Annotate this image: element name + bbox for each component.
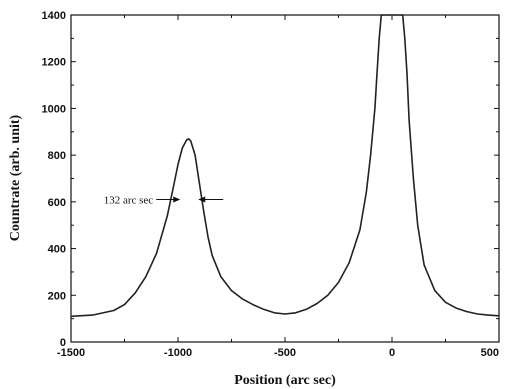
- data-point: [434, 290, 436, 292]
- data-point: [295, 312, 297, 314]
- data-point: [401, 14, 403, 16]
- data-point: [348, 262, 350, 264]
- data-point: [166, 215, 168, 217]
- data-point: [406, 72, 408, 74]
- data-point: [156, 252, 158, 254]
- data-point: [402, 14, 404, 16]
- data-point: [177, 163, 179, 166]
- data-point: [374, 107, 376, 109]
- x-axis-label: Position (arc sec): [234, 373, 336, 388]
- y-tick-label: 200: [48, 290, 66, 302]
- x-tick-label: -500: [274, 347, 296, 359]
- y-tick-label: 1000: [42, 103, 66, 115]
- data-point: [327, 294, 329, 296]
- x-tick-labels: -1500 -1000 -500 0 500: [57, 347, 499, 359]
- data-point: [284, 313, 286, 315]
- data-point: [423, 264, 425, 266]
- x-tick-label: -1000: [164, 347, 192, 359]
- data-point: [400, 14, 402, 16]
- data-point: [273, 312, 275, 314]
- data-point: [376, 72, 378, 74]
- data-point: [498, 315, 500, 317]
- data-point: [444, 301, 447, 303]
- data-point: [380, 14, 382, 16]
- data-point: [203, 210, 205, 212]
- data-point: [173, 184, 175, 187]
- data-point: [145, 276, 147, 278]
- data-point: [381, 14, 383, 16]
- data-point: [230, 290, 233, 292]
- data-point: [211, 255, 213, 257]
- axis-ticks: [70, 14, 500, 343]
- data-point: [194, 154, 196, 156]
- data-point: [408, 119, 410, 121]
- data-point: [417, 224, 419, 226]
- data-point: [359, 229, 361, 231]
- y-axis-label: Countrate (arb. unit): [8, 114, 23, 241]
- data-point: [305, 308, 307, 310]
- x-tick-label: -1500: [57, 347, 85, 359]
- y-tick-labels: 0 200 400 600 800 1000 1200 1400: [42, 10, 66, 349]
- data-point: [207, 236, 209, 238]
- data-point: [466, 311, 468, 313]
- data-point: [378, 37, 380, 40]
- fwhm-annotation: 132 arc sec: [104, 195, 154, 207]
- data-point: [316, 302, 318, 305]
- x-tick-label: 0: [389, 347, 395, 359]
- data-point: [412, 177, 414, 180]
- data-point: [220, 276, 222, 278]
- y-tick-label: 600: [48, 197, 66, 209]
- data-point: [113, 309, 115, 312]
- data-point: [382, 14, 384, 16]
- annotation-layer: 132 arc sec: [104, 195, 224, 207]
- y-tick-label: 0: [60, 337, 66, 349]
- data-point: [91, 314, 93, 316]
- data-point: [252, 304, 254, 306]
- data-point: [188, 138, 190, 140]
- y-tick-label: 400: [48, 244, 66, 256]
- data-point: [181, 147, 183, 149]
- data-point: [241, 298, 243, 300]
- data-point: [337, 281, 340, 283]
- data-point: [186, 139, 188, 141]
- data-point: [198, 182, 200, 184]
- series-line-0: [70, 14, 500, 318]
- data-point: [365, 191, 367, 194]
- data-point: [455, 307, 457, 309]
- x-tick-label: 500: [481, 347, 499, 359]
- y-tick-label: 1200: [42, 57, 66, 69]
- y-tick-label: 800: [48, 150, 66, 162]
- data-point: [477, 313, 479, 315]
- data-point: [190, 140, 192, 142]
- data-point: [123, 304, 126, 306]
- data-point: [263, 308, 265, 310]
- data-point: [487, 314, 489, 316]
- data-point: [134, 292, 136, 294]
- y-tick-label: 1400: [42, 10, 66, 22]
- data-point: [370, 154, 372, 156]
- data-point: [404, 37, 406, 40]
- series-layer: [70, 14, 500, 318]
- data-point: [70, 315, 72, 317]
